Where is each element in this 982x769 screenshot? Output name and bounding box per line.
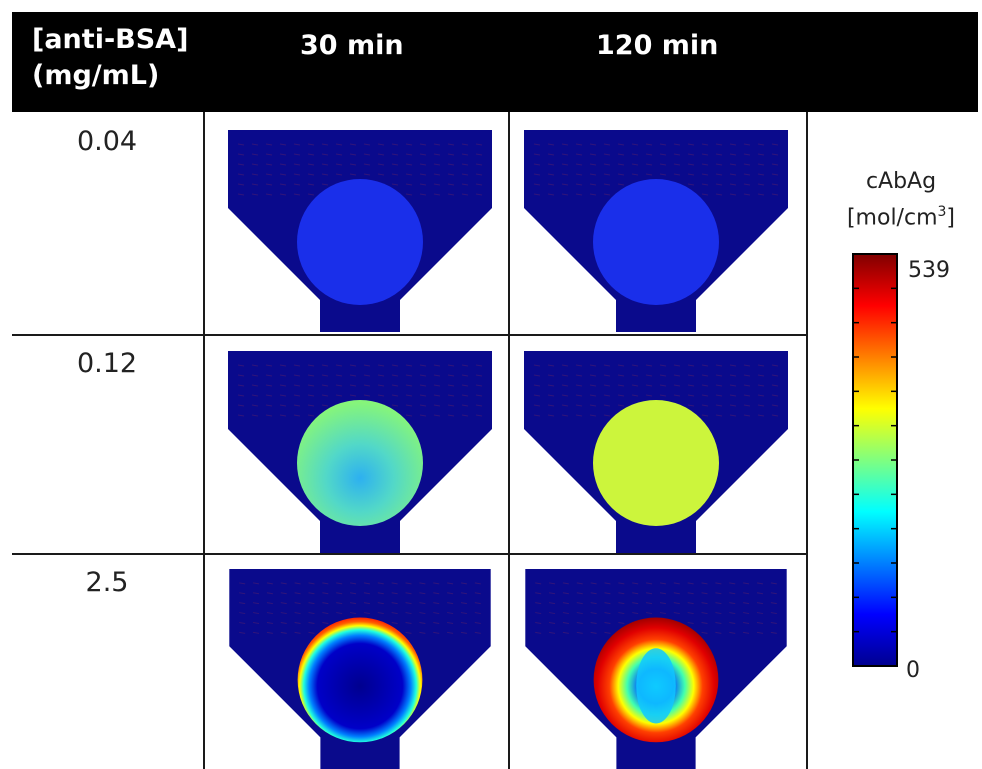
colorbar (852, 253, 898, 667)
colorbar-min-label: 0 (906, 658, 920, 683)
grid-line-v2 (508, 112, 510, 769)
header-bar-right (808, 12, 978, 112)
bead-concentration (593, 179, 719, 305)
panel-0.04-120min (524, 130, 788, 332)
header-30min: 30 min (300, 30, 404, 61)
flow-arrows (533, 143, 779, 196)
row-label-2.5: 2.5 (85, 567, 129, 598)
colorbar-gradient (852, 253, 898, 667)
panel-0.12-120min (524, 351, 788, 553)
header-bar (12, 12, 808, 112)
grid-line-v3 (806, 112, 808, 769)
panel-2.5-120min (525, 569, 787, 769)
bead-concentration (297, 400, 423, 526)
row-label-0.04: 0.04 (76, 126, 138, 157)
header-concentration: [anti-BSA] (mg/mL) (32, 24, 189, 91)
colorbar-unit: [mol/cm3] (846, 204, 956, 231)
bead-concentration (593, 400, 719, 526)
bead-concentration (297, 617, 423, 743)
panel-0.04-30min (228, 130, 492, 332)
grid-line-h2 (12, 553, 808, 555)
colorbar-max-label: 539 (908, 258, 950, 283)
colorbar-ticks (853, 287, 897, 633)
header-120min: 120 min (596, 30, 719, 61)
panel-0.12-30min (228, 351, 492, 553)
grid-line-v1 (203, 112, 205, 769)
bead-concentration (297, 179, 423, 305)
colorbar-title: cAbAg (865, 169, 937, 194)
bead-inner-core (636, 648, 676, 724)
row-label-0.12: 0.12 (76, 348, 138, 379)
grid-line-h1 (12, 334, 808, 336)
panel-2.5-30min (229, 569, 491, 769)
